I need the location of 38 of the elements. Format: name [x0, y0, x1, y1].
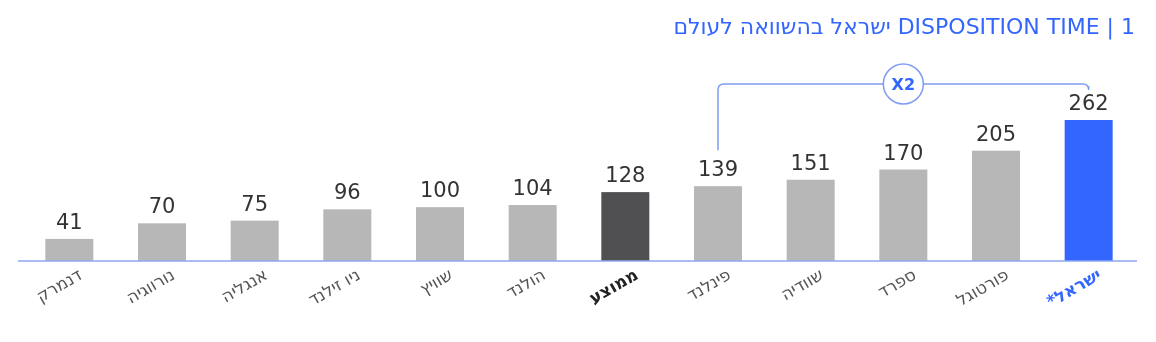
bar: [45, 238, 94, 261]
bar: [694, 186, 742, 261]
x-tick-label: דנמרק: [32, 264, 86, 307]
data-label: 170: [883, 140, 924, 165]
bar: [601, 192, 650, 261]
x-tick-label: פורטוגל: [952, 264, 1012, 311]
x-tick-label: ישראל*: [1042, 264, 1105, 312]
x-tick-label: פינלנד: [683, 264, 734, 305]
text: X2: [891, 75, 916, 94]
bar: [1064, 120, 1113, 261]
bar: [786, 179, 835, 261]
data-label: 151: [790, 150, 831, 175]
bar: [972, 150, 1020, 261]
x-tick-label: ממוצע: [585, 264, 642, 308]
x-tick-label: שוויץ: [416, 264, 456, 299]
bar: [230, 220, 279, 261]
x-tick-label: אנגליה: [217, 264, 271, 307]
data-label: 75: [241, 191, 269, 216]
x-tick-label: נורווגיה: [122, 264, 178, 308]
data-label: 262: [1068, 91, 1109, 115]
x-tick-label: ניו זילנד: [304, 264, 364, 310]
data-label: 205: [975, 121, 1017, 146]
data-label: 70: [148, 194, 176, 219]
data-label: 139: [697, 157, 739, 182]
x-tick-label: ספרד: [874, 264, 920, 302]
bar: [879, 169, 928, 261]
chart-title: 1 | DISPOSITION TIME ישראל בהשוואה לעולם: [673, 14, 1135, 40]
x-tick-label: שוודיה: [777, 264, 827, 305]
data-label: 128: [605, 163, 646, 188]
data-label: 41: [55, 209, 83, 234]
bar: [138, 223, 186, 261]
data-label: 100: [419, 178, 461, 203]
bar: [508, 205, 557, 261]
bar: [323, 209, 372, 261]
data-label: 104: [512, 176, 553, 201]
x-tick-label: הולנד: [502, 264, 549, 303]
bar: [416, 207, 464, 261]
data-label: 96: [333, 180, 361, 205]
